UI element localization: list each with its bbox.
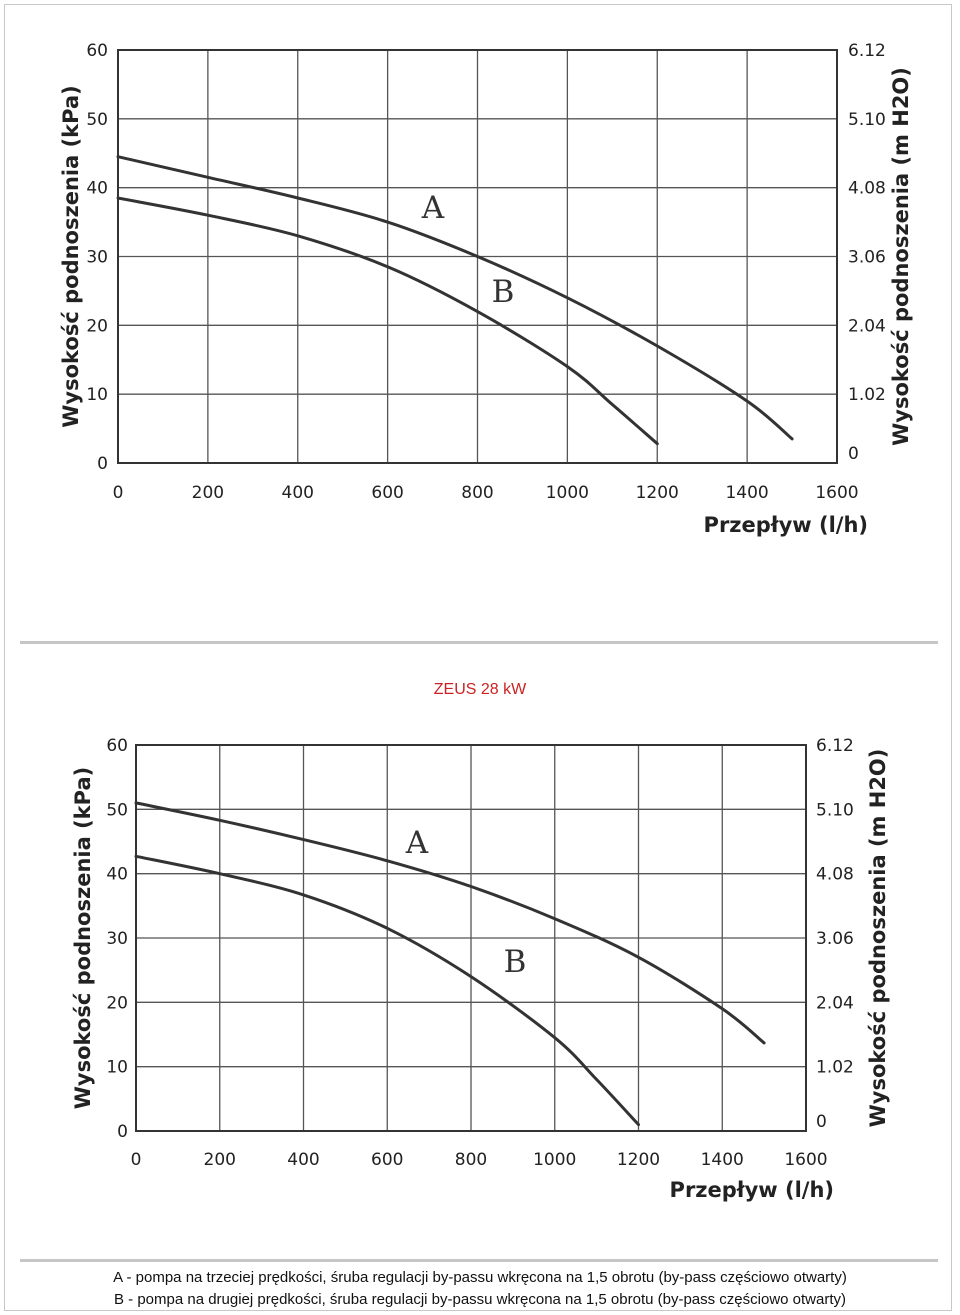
- divider-bottom: [20, 1259, 938, 1262]
- x-tick-label: 400: [287, 1150, 319, 1170]
- y-tick-label-right: 5.10: [816, 800, 854, 820]
- y-axis-title-left: Wysokość podnoszenia (kPa): [59, 85, 83, 428]
- y-tick-label-left: 20: [86, 316, 108, 336]
- y-axis-title-right: Wysokość podnoszenia (m H2O): [889, 67, 913, 446]
- y-tick-label-right: 0: [848, 444, 859, 464]
- curve-a: [116, 155, 794, 441]
- y-tick-label-right: 6.12: [848, 41, 886, 61]
- y-tick-label-left: 10: [106, 1058, 128, 1078]
- y-tick-label-left: 30: [106, 929, 128, 949]
- y-tick-label-right: 6.12: [816, 736, 854, 756]
- curve-label-b: B: [492, 274, 515, 310]
- x-tick-label: 800: [461, 483, 493, 503]
- y-tick-label-left: 60: [106, 736, 128, 756]
- y-tick-label-right: 3.06: [816, 929, 854, 949]
- y-axis-title-left: Wysokość podnoszenia (kPa): [71, 767, 95, 1110]
- x-tick-label: 1000: [546, 483, 589, 503]
- curve-label-a: A: [421, 190, 445, 226]
- x-tick-label: 200: [192, 483, 224, 503]
- y-tick-label-right: 4.08: [816, 865, 854, 885]
- x-tick-label: 1400: [701, 1150, 744, 1170]
- curve-label-a: A: [405, 825, 429, 861]
- y-tick-label-right: 5.10: [848, 110, 886, 130]
- x-tick-label: 1200: [636, 483, 679, 503]
- x-tick-label: 0: [131, 1150, 142, 1170]
- y-tick-label-right: 1.02: [816, 1058, 854, 1078]
- x-axis-title: Przepływ (l/h): [704, 513, 868, 537]
- x-tick-label: 1200: [617, 1150, 660, 1170]
- x-tick-label: 600: [371, 483, 403, 503]
- legend-caption-b: B - pompa na drugiej prędkości, śruba re…: [113, 1291, 847, 1308]
- y-tick-label-right: 1.02: [848, 385, 886, 405]
- x-tick-label: 0: [113, 483, 124, 503]
- y-tick-label-right: 2.04: [816, 993, 854, 1013]
- legend-caption-a: A - pompa na trzeciej prędkości, śruba r…: [113, 1269, 847, 1286]
- x-tick-label: 200: [204, 1150, 236, 1170]
- x-tick-label: 800: [455, 1150, 487, 1170]
- plot-frame: [135, 744, 807, 1132]
- curve-a: [134, 801, 766, 1045]
- x-tick-label: 600: [371, 1150, 403, 1170]
- x-tick-label: 1600: [784, 1150, 827, 1170]
- x-axis-title: Przepływ (l/h): [670, 1178, 834, 1202]
- plot-frame: [117, 49, 838, 464]
- y-tick-label-left: 10: [86, 385, 108, 405]
- curve-b: [116, 196, 659, 446]
- y-tick-label-left: 0: [97, 454, 108, 474]
- x-tick-label: 400: [282, 483, 314, 503]
- y-tick-label-left: 30: [86, 248, 108, 268]
- x-tick-label: 1000: [533, 1150, 576, 1170]
- y-tick-label-left: 60: [86, 41, 108, 61]
- x-tick-label: 1400: [725, 483, 768, 503]
- page-title: ZEUS 28 kW: [433, 681, 527, 698]
- y-tick-label-right: 0: [816, 1112, 827, 1132]
- y-tick-label-right: 2.04: [848, 316, 886, 336]
- y-tick-label-left: 40: [106, 865, 128, 885]
- y-tick-label-left: 0: [117, 1122, 128, 1142]
- page-frame: [4, 4, 952, 1311]
- y-tick-label-right: 3.06: [848, 248, 886, 268]
- y-tick-label-left: 20: [106, 993, 128, 1013]
- x-tick-label: 1600: [815, 483, 858, 503]
- y-tick-label-left: 50: [106, 800, 128, 820]
- y-tick-label-left: 40: [86, 179, 108, 199]
- curve-label-b: B: [504, 944, 527, 980]
- divider-top: [20, 641, 938, 644]
- y-tick-label-right: 4.08: [848, 179, 886, 199]
- y-axis-title-right: Wysokość podnoszenia (m H2O): [866, 749, 890, 1128]
- curve-b: [134, 854, 640, 1127]
- y-tick-label-left: 50: [86, 110, 108, 130]
